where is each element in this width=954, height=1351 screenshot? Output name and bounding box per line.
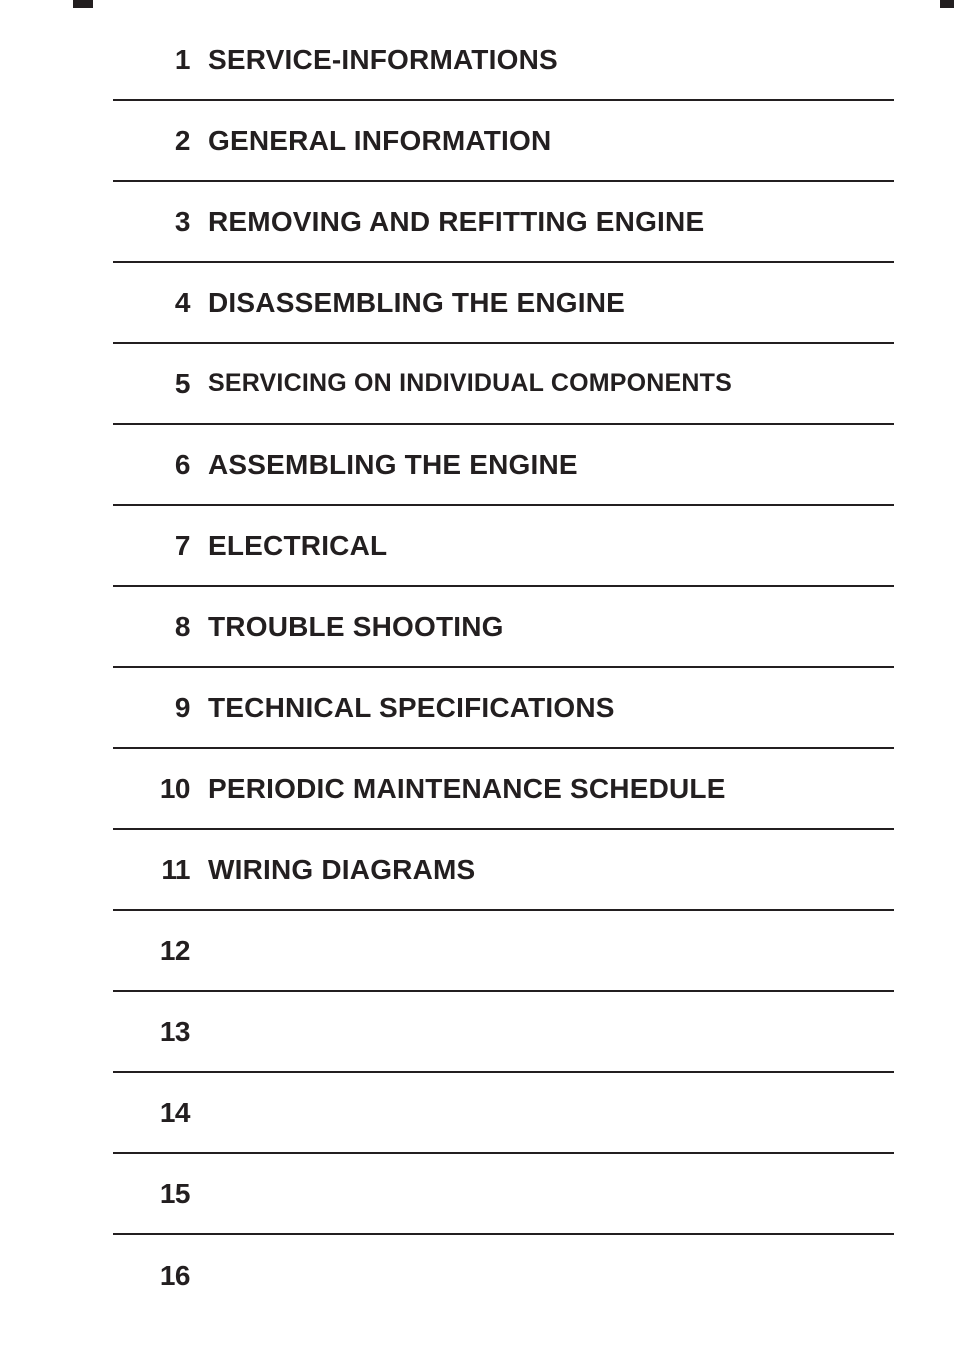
toc-number: 15 [113,1178,208,1210]
crop-mark-top-left [73,0,93,8]
toc-number: 2 [113,125,208,157]
toc-row: 2 GENERAL INFORMATION [113,101,894,182]
toc-row: 8 TROUBLE SHOOTING [113,587,894,668]
toc-row: 6 ASSEMBLING THE ENGINE [113,425,894,506]
toc-title: ASSEMBLING THE ENGINE [208,449,578,481]
toc-number: 14 [113,1097,208,1129]
toc-title: DISASSEMBLING THE ENGINE [208,287,625,319]
toc-number: 16 [113,1260,208,1292]
toc-title: GENERAL INFORMATION [208,125,551,157]
toc-row: 12 [113,911,894,992]
toc-row: 1 SERVICE-INFORMATIONS [113,20,894,101]
toc-title: SERVICE-INFORMATIONS [208,44,558,76]
toc-number: 11 [113,854,208,886]
toc-title: REMOVING AND REFITTING ENGINE [208,206,704,238]
toc-row: 13 [113,992,894,1073]
toc-row: 10 PERIODIC MAINTENANCE SCHEDULE [113,749,894,830]
crop-mark-top-right [940,0,954,8]
toc-title: WIRING DIAGRAMS [208,854,475,886]
toc-number: 9 [113,692,208,724]
toc-title: PERIODIC MAINTENANCE SCHEDULE [208,773,726,805]
toc-number: 3 [113,206,208,238]
toc-row: 11 WIRING DIAGRAMS [113,830,894,911]
toc-number: 8 [113,611,208,643]
toc-title: TROUBLE SHOOTING [208,611,504,643]
toc-number: 13 [113,1016,208,1048]
toc-row: 5 SERVICING ON INDIVIDUAL COMPONENTS [113,344,894,425]
toc-title: SERVICING ON INDIVIDUAL COMPONENTS [208,369,732,398]
toc-number: 7 [113,530,208,562]
toc-number: 6 [113,449,208,481]
toc-number: 10 [113,773,208,805]
toc-number: 4 [113,287,208,319]
toc-number: 1 [113,44,208,76]
toc-row: 9 TECHNICAL SPECIFICATIONS [113,668,894,749]
toc-row: 16 [113,1235,894,1316]
toc-title: TECHNICAL SPECIFICATIONS [208,692,615,724]
toc-row: 3 REMOVING AND REFITTING ENGINE [113,182,894,263]
toc-number: 5 [113,368,208,400]
table-of-contents: 1 SERVICE-INFORMATIONS 2 GENERAL INFORMA… [0,20,954,1316]
toc-title: ELECTRICAL [208,530,387,562]
toc-row: 7 ELECTRICAL [113,506,894,587]
toc-number: 12 [113,935,208,967]
toc-row: 4 DISASSEMBLING THE ENGINE [113,263,894,344]
toc-row: 15 [113,1154,894,1235]
toc-row: 14 [113,1073,894,1154]
